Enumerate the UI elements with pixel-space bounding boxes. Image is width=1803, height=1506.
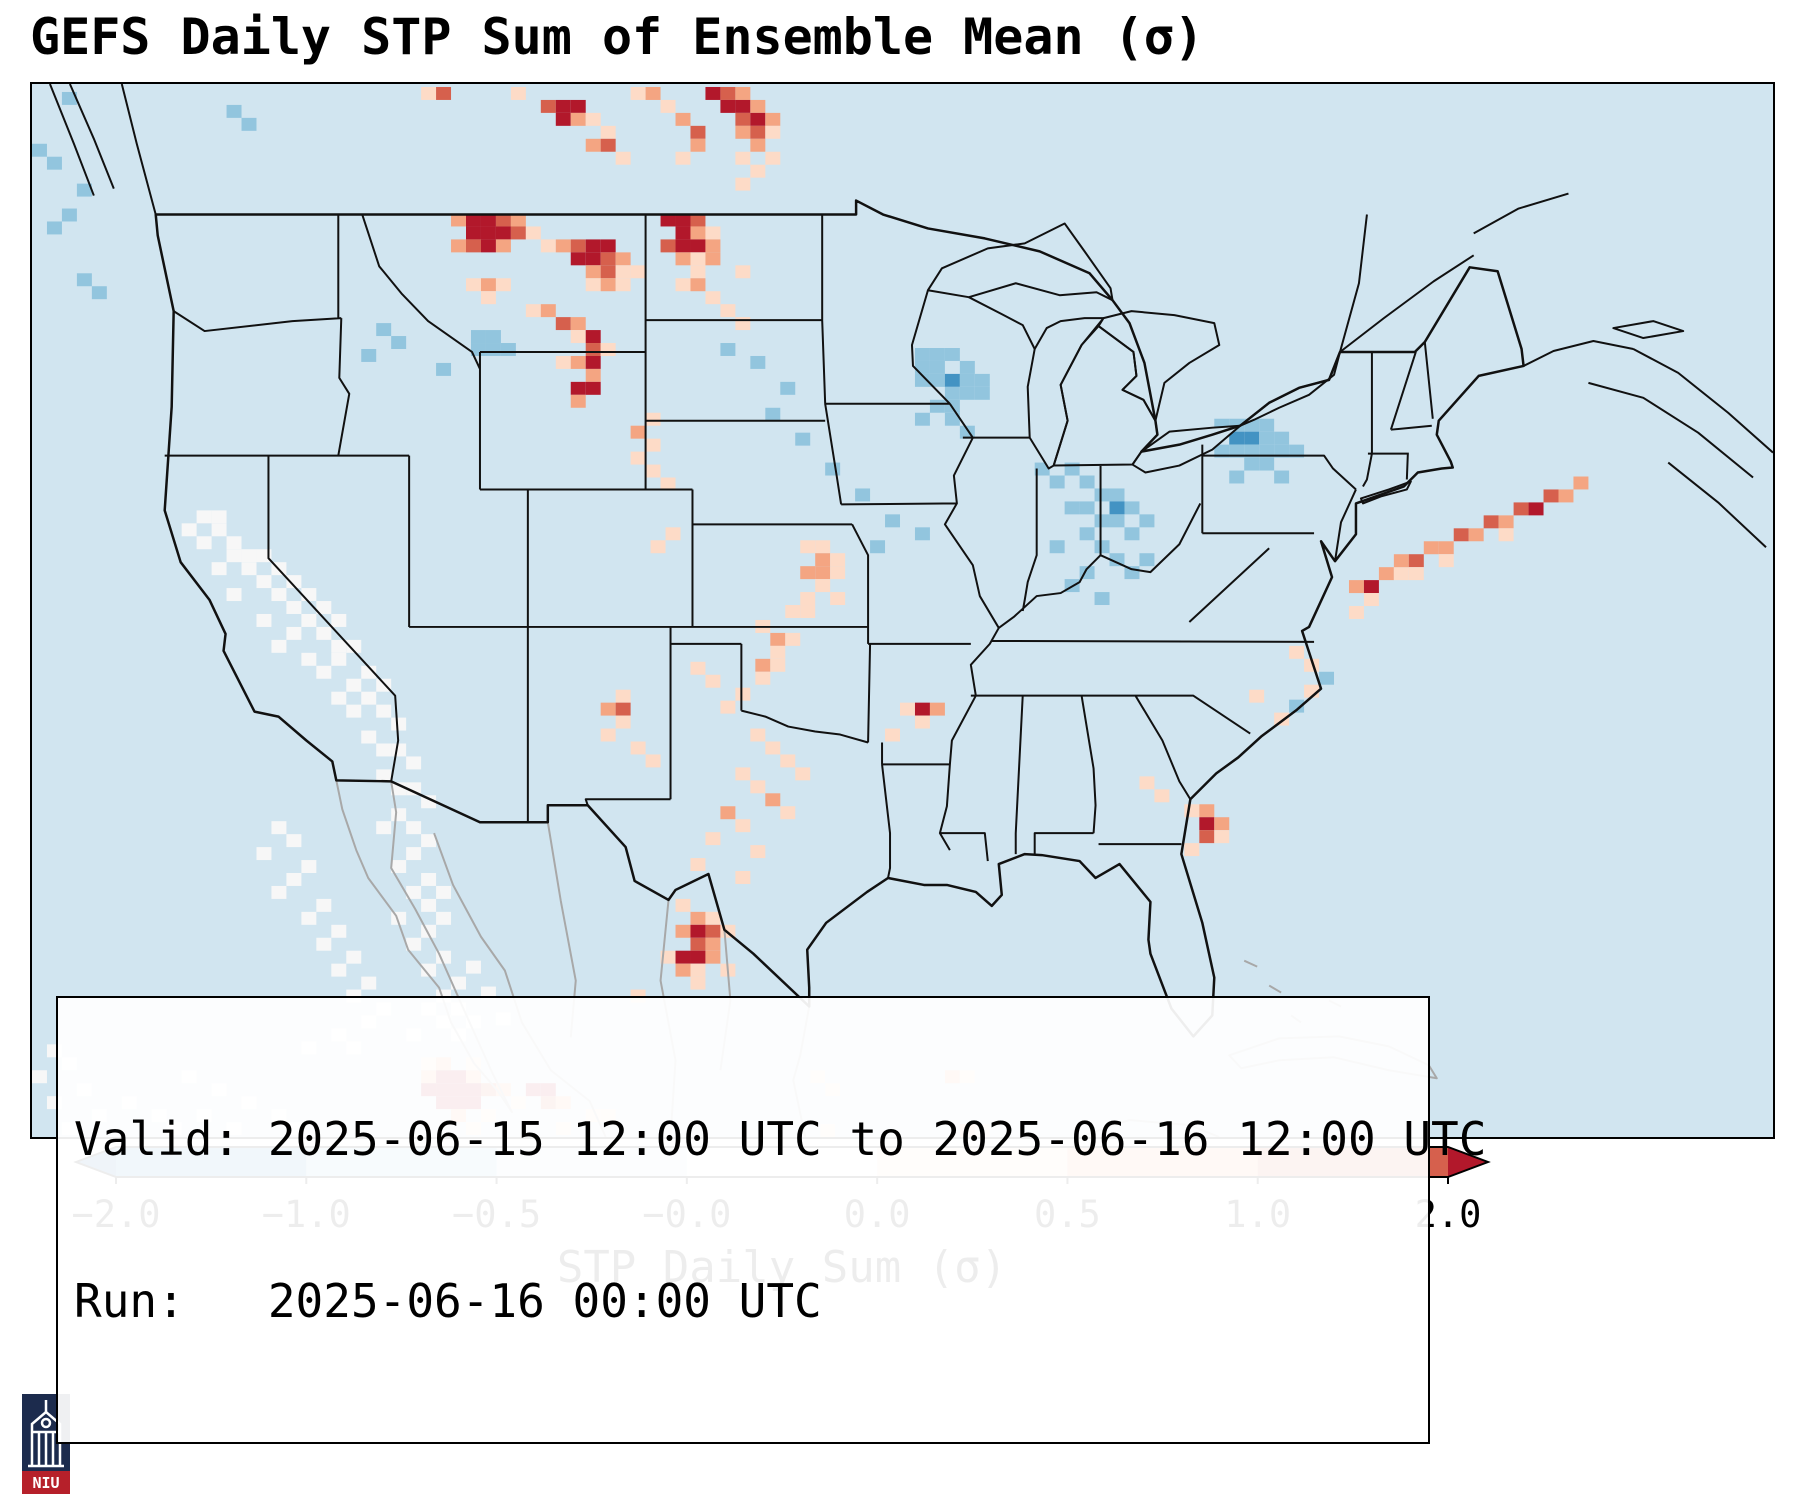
heatmap-cells bbox=[32, 86, 1589, 1137]
canada-coastlines bbox=[49, 84, 1773, 548]
niu-logo-text: NIU bbox=[32, 1474, 59, 1492]
valid-time-text: Valid: 2025-06-15 12:00 UTC to 2025-06-1… bbox=[74, 1112, 1487, 1166]
chart-title: GEFS Daily STP Sum of Ensemble Mean (σ) bbox=[30, 8, 1204, 66]
state-borders bbox=[164, 214, 1434, 879]
map-panel: Valid: 2025-06-15 12:00 UTC to 2025-06-1… bbox=[30, 82, 1775, 1444]
validity-info-box: Valid: 2025-06-15 12:00 UTC to 2025-06-1… bbox=[56, 996, 1487, 1444]
us-outline bbox=[154, 199, 1525, 1038]
us-map bbox=[32, 84, 1773, 1137]
run-time-text: Run: 2025-06-16 00:00 UTC bbox=[74, 1274, 822, 1328]
